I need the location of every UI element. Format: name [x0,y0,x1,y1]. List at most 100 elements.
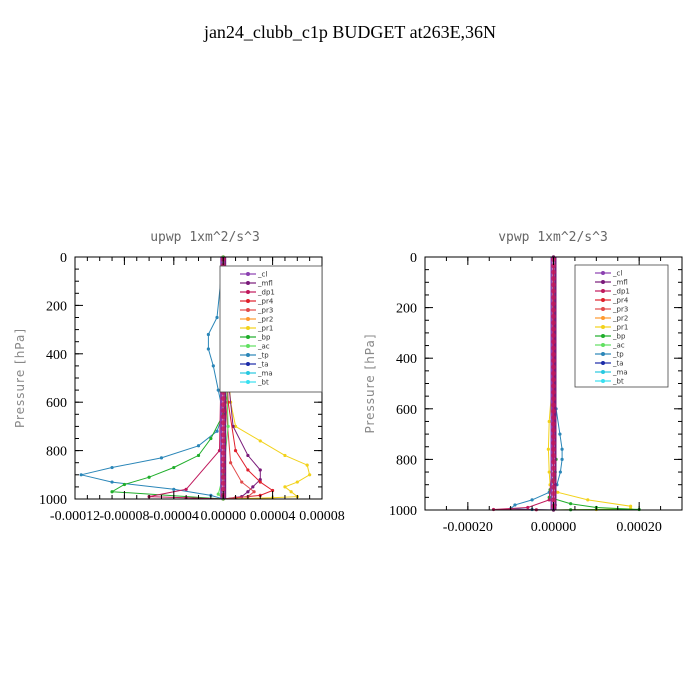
data-point [271,488,275,493]
legend-label: _pr1 [257,325,273,333]
data-point [551,307,556,313]
data-point [246,468,250,472]
data-point [551,427,556,433]
legend-label: _pr1 [612,324,628,332]
data-point [560,447,564,451]
data-point [220,420,226,426]
data-point [526,505,530,510]
data-point [551,326,556,332]
legend-label: _bt [257,379,269,387]
data-point [308,473,312,477]
legend-swatch-marker [246,344,250,348]
data-point [122,482,126,487]
data-point [172,465,176,470]
data-point [551,263,556,269]
legend-swatch-marker [601,352,605,356]
legend-label: _dp1 [257,289,275,297]
data-point [258,480,262,484]
data-point [551,484,556,490]
legend-label: _pr3 [612,306,628,314]
data-point [547,419,551,424]
x-tick-label: -0.00008 [99,509,149,524]
data-point [551,288,556,294]
legend-swatch-marker [246,308,250,312]
legend-swatch-marker [601,379,605,383]
x-tick-label: -0.00020 [443,520,493,535]
legend-swatch-marker [601,325,605,329]
legend-label: _cl [612,270,622,278]
data-point [551,295,556,300]
data-point [215,429,219,433]
data-point [283,453,287,458]
data-point [220,456,226,462]
data-point [240,480,244,484]
legend-label: _tp [257,352,269,360]
x-tick-label: 0.00000 [531,520,577,535]
data-point [551,383,556,389]
legend-swatch-marker [246,326,250,330]
data-point [551,339,556,345]
legend-label: _dp1 [612,288,630,296]
data-point [551,402,556,408]
legend-swatch-marker [601,271,605,275]
legend-label: _ac [612,342,625,350]
series-line-dp1 [149,256,224,500]
data-point [220,432,226,438]
legend-label: _pr2 [612,315,628,323]
data-point [220,474,226,480]
data-point [196,453,201,458]
legend-swatch-marker [246,335,250,339]
x-tick-label: -0.00004 [149,509,199,524]
data-point [305,463,309,467]
data-point [551,440,556,446]
data-point [551,446,556,452]
data-point [551,364,556,370]
legend-swatch-marker [246,317,250,321]
data-point [233,424,238,428]
legend-label: _mfl [257,280,273,288]
data-point [551,333,556,338]
data-point [206,332,210,337]
data-point [220,396,226,401]
data-point [233,449,238,453]
data-point [196,444,201,448]
x-tick-label: 0.00020 [616,520,662,535]
data-point [216,388,220,392]
y-tick-label: 800 [46,445,67,460]
data-point [220,414,226,420]
data-point [110,490,114,494]
legend-box [219,265,323,393]
data-point [220,408,226,414]
data-point [216,492,220,496]
data-point [226,424,230,428]
x-tick-label: 0.00004 [250,509,296,524]
data-point [79,473,83,477]
x-tick-label: 0.00000 [200,509,246,524]
data-point [215,315,219,320]
data-point [258,468,262,472]
legend-swatch-marker [601,334,605,338]
data-point [629,504,633,508]
data-point [551,408,556,414]
legend-swatch-marker [601,289,605,293]
legend-swatch-marker [601,361,605,365]
legend-label: _pr2 [257,316,273,324]
legend-box [574,264,669,388]
data-point [283,485,287,489]
data-point [258,439,262,443]
data-point [551,389,556,395]
legend-label: _ac [257,343,270,351]
legend-swatch-marker [246,362,250,366]
panel-title: upwp 1xm^2/s^3 [150,230,260,245]
data-point [551,453,556,459]
data-point [110,480,114,484]
vpwp-panel: vpwp 1xm^2/s^3 Pressure [hPa] -0.00020 0.00… [363,230,683,535]
y-tick-label: 1000 [39,493,67,508]
y-tick-label: 400 [46,348,67,363]
data-point [229,461,233,465]
legend-label: _cl [257,271,267,279]
legend-swatch-marker [601,370,605,374]
data-point [546,447,550,451]
y-axis-label: Pressure [hPa] [13,328,27,428]
